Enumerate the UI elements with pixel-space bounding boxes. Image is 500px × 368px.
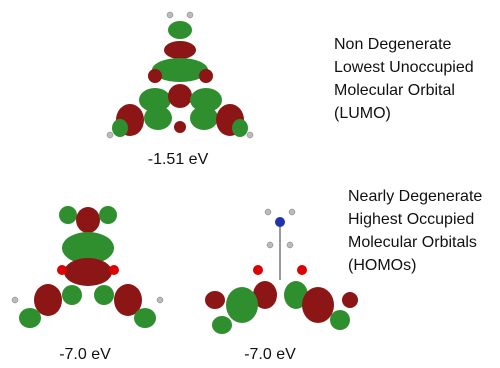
lumo-text: Lowest Unoccupied xyxy=(334,59,474,76)
homo-text: Nearly Degenerate xyxy=(348,188,482,205)
lumo-molecule xyxy=(107,12,253,138)
homo-molecule xyxy=(12,206,163,328)
figure: -1.51 eV Non Degenerate Lowest Unoccupie… xyxy=(0,0,500,368)
homo-text: (HOMOs) xyxy=(348,257,416,274)
lumo-text: Non Degenerate xyxy=(334,36,452,53)
homo-energy: -7.0 eV xyxy=(244,346,296,363)
homo-energy: -7.0 eV xyxy=(59,346,111,363)
lumo-text: Molecular Orbital xyxy=(334,82,455,99)
homo-text: Molecular Orbitals xyxy=(348,234,477,251)
homo-text: Highest Occupied xyxy=(348,211,474,228)
lumo-energy: -1.51 eV xyxy=(148,151,209,168)
homo-molecule xyxy=(205,209,358,334)
lumo-text: (LUMO) xyxy=(334,105,391,122)
